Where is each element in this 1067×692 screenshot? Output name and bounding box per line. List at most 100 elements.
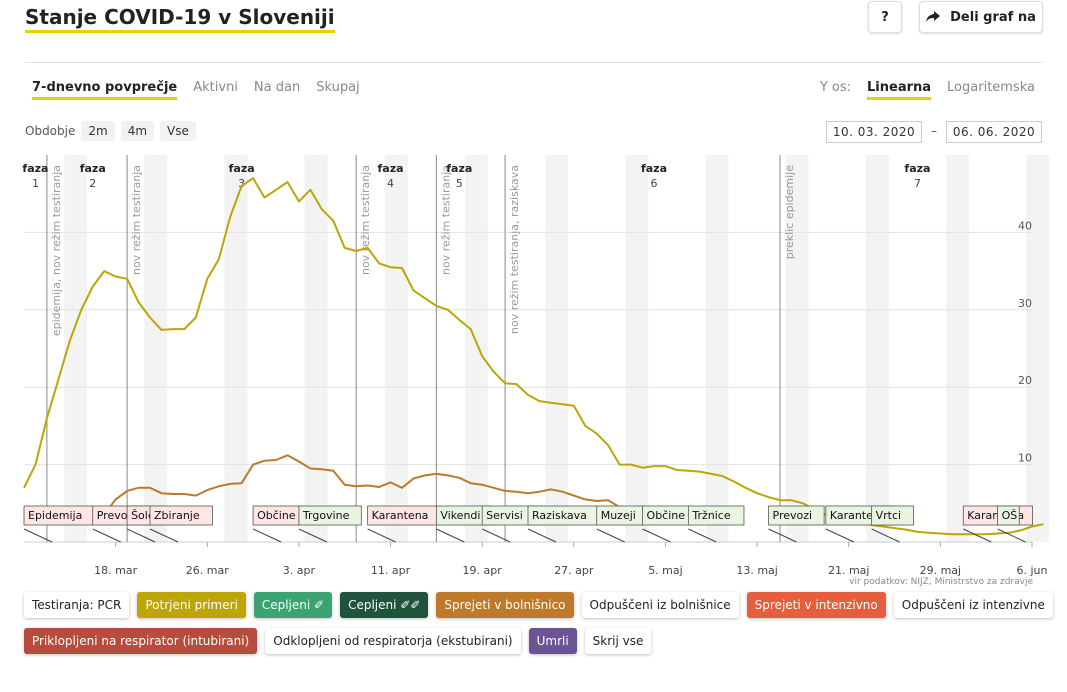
measure-box <box>149 505 213 526</box>
legend-icu-discharged[interactable]: Odpuščeni iz intenzivne <box>893 592 1053 618</box>
measure-pointer <box>481 528 511 543</box>
divider <box>25 62 1043 63</box>
measure-box <box>687 505 745 526</box>
measure-text: Občine <box>257 509 296 522</box>
y-scale-linear[interactable]: Linearna <box>867 79 932 100</box>
weekend-band <box>625 155 649 542</box>
measure-label: Občine <box>642 505 692 526</box>
measure-label: Občine <box>252 505 303 526</box>
phase-label: faza <box>229 162 255 175</box>
legend-icu-admitted[interactable]: Sprejeti v intenzivno <box>746 592 886 618</box>
measure-text: Tržnice <box>691 509 730 522</box>
x-tick-label: 21. maj <box>828 564 870 577</box>
y-axis-label: Y os: <box>819 80 852 95</box>
legend-intubated[interactable]: Priklopljeni na respirator (intubirani) <box>24 628 258 654</box>
phase-label: 4 <box>387 177 394 190</box>
phase-label: faza <box>80 162 106 175</box>
measure-label: Vrtci <box>871 505 915 526</box>
legend-vaccinated-2[interactable]: Cepljeni ✐✐ <box>340 592 429 618</box>
covid-chart: 10 20 30 40 18. mar 26. mar 3. apr 11. apr 19. a… <box>22 155 1050 577</box>
event-label: preklic epidemije <box>783 165 796 259</box>
measure-text: Prevozi <box>97 509 137 522</box>
weekend-band <box>224 155 248 542</box>
weekend-band <box>705 155 729 542</box>
measure-text: Servisi <box>486 509 523 522</box>
weekend-band <box>384 155 408 542</box>
tab-total[interactable]: Skupaj <box>316 80 360 95</box>
measure-pointer <box>527 528 557 543</box>
weekend-band <box>1026 155 1050 542</box>
measure-pointer <box>997 528 1026 543</box>
series-confirmed-line <box>23 177 1044 536</box>
event-label: nov režim testiranja <box>130 165 143 275</box>
y-scale-log[interactable]: Logaritemska <box>947 80 1035 95</box>
phase-label: faza <box>641 162 667 175</box>
measure-text: OŠ <box>1002 509 1018 522</box>
weekend-band <box>946 155 969 542</box>
x-tick-label: 29. maj <box>920 564 962 577</box>
measure-text: Zbiranje <box>154 509 200 522</box>
measure-text: Prevozi <box>773 509 813 522</box>
measure-pointer <box>367 528 396 543</box>
tab-active[interactable]: Aktivni <box>193 80 238 95</box>
x-tick-label: 19. apr <box>463 564 503 577</box>
legend-vaccinated-1[interactable]: Cepljeni ✐ <box>253 592 333 618</box>
tab-7day-average[interactable]: 7-dnevno povprečje <box>32 79 178 100</box>
legend-extubated[interactable]: Odklopljeni od respiratorja (ekstubirani… <box>265 628 521 654</box>
measure-text: Vikendi <box>440 509 480 522</box>
measure-text: Vrtci <box>876 509 901 522</box>
x-tick-label: 18. mar <box>94 564 137 577</box>
measure-text: Trgovine <box>302 509 350 522</box>
measure-pointer <box>298 528 328 543</box>
date-to-input[interactable]: 06. 06. 2020 <box>946 121 1042 143</box>
legend-hide-all[interactable]: Skrij vse <box>584 628 652 654</box>
legend-discharged-hospital[interactable]: Odpuščeni iz bolnišnice <box>581 592 739 618</box>
legend-row-1: Testiranja: PCR Potrjeni primeri Cepljen… <box>24 592 1053 618</box>
legend-testing-pcr[interactable]: Testiranja: PCR <box>24 592 130 618</box>
phase-label: 6 <box>651 177 658 190</box>
view-tabs: 7-dnevno povprečje Aktivni Na dan Skupaj <box>32 79 360 100</box>
y-axis-scale-control: Y os: Linearna Logaritemska <box>820 79 1035 100</box>
x-tick-label: 5. maj <box>648 564 683 577</box>
period-all-button[interactable]: Vse <box>160 121 196 141</box>
phase-label: faza <box>904 162 930 175</box>
help-button[interactable]: ? <box>868 1 902 33</box>
measure-label: Karantena <box>367 505 438 526</box>
share-button[interactable]: Deli graf na <box>919 1 1043 33</box>
measure-text: Raziskava <box>532 509 587 522</box>
measure-label: Tržnice <box>687 505 745 526</box>
share-arrow-icon <box>926 11 941 22</box>
event-label: epidemija, nov režim testiranja <box>50 165 63 336</box>
phase-label: faza <box>22 162 48 175</box>
measure-text: Muzeji <box>601 509 636 522</box>
measure-pointer <box>252 528 282 543</box>
measure-label: Muzeji <box>596 505 646 526</box>
weekend-band <box>785 155 809 542</box>
measure-text: Občine <box>647 509 686 522</box>
measure-label: Trgovine <box>298 505 362 526</box>
legend-hospitalized[interactable]: Sprejeti v bolnišnico <box>436 592 574 618</box>
y-tick-label: 30 <box>1018 297 1032 310</box>
measure-box <box>768 505 825 526</box>
tab-per-day[interactable]: Na dan <box>253 80 301 95</box>
measure-pointer <box>23 528 53 543</box>
period-2m-button[interactable]: 2m <box>81 121 115 141</box>
period-4m-button[interactable]: 4m <box>120 121 155 141</box>
legend-confirmed-cases[interactable]: Potrjeni primeri <box>137 592 246 618</box>
series-hospitalized-line <box>103 454 632 525</box>
phase-label: 2 <box>89 177 96 190</box>
measure-pointer <box>149 528 179 543</box>
legend-deceased[interactable]: Umrli <box>528 628 577 654</box>
measure-box <box>997 505 1020 526</box>
date-from-input[interactable]: 10. 03. 2020 <box>826 121 922 143</box>
phase-label: 1 <box>32 177 39 190</box>
date-separator: – <box>931 124 937 138</box>
phase-label: 3 <box>238 177 245 190</box>
page-title: Stanje COVID-19 v Sloveniji <box>25 4 335 33</box>
measure-pointer <box>825 528 855 543</box>
measure-pointer <box>963 528 992 543</box>
weekend-band <box>545 155 569 542</box>
measure-text: Epidemija <box>28 509 82 522</box>
measure-pointer <box>596 528 625 543</box>
measure-pointer <box>92 528 121 543</box>
